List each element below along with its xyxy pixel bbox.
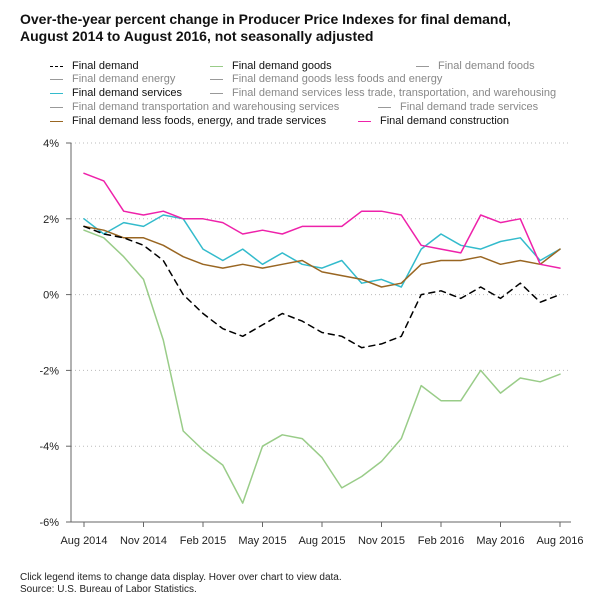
x-tick-label: Aug 2016 (536, 535, 583, 547)
legend-swatch (210, 93, 223, 94)
x-tick-label: May 2015 (238, 535, 286, 547)
legend-swatch (50, 121, 63, 122)
legend-label: Final demand less foods, energy, and tra… (72, 115, 327, 127)
series-line[interactable] (83, 214, 561, 288)
chart-legend: Final demand Final demand goods Final dema… (0, 0, 609, 140)
legend-label: Final demand services (72, 87, 183, 99)
chart-title-line1: Over-the-year percent change in Producer… (20, 11, 511, 27)
y-tick-label: 0% (43, 290, 59, 302)
legend-label: Final demand goods less foods and energy (232, 73, 443, 85)
legend-label: Final demand services less trade, transp… (232, 87, 557, 99)
legend-label: Final demand transportation and warehous… (72, 101, 340, 113)
legend-swatch (50, 93, 63, 94)
y-tick-label: 2% (43, 214, 59, 226)
y-tick-label: -6% (39, 517, 59, 529)
x-tick-label: Aug 2015 (298, 535, 345, 547)
series-line[interactable] (83, 172, 561, 269)
legend-swatch (50, 107, 63, 108)
legend-label: Final demand trade services (400, 101, 539, 113)
x-tick-label: Aug 2014 (60, 535, 107, 547)
legend-label: Final demand foods (438, 60, 535, 72)
series-line[interactable] (83, 229, 561, 504)
x-tick-label: May 2016 (476, 535, 524, 547)
legend-swatch (378, 107, 391, 108)
y-tick-label: -2% (39, 365, 59, 377)
series-line[interactable] (83, 225, 561, 288)
footer-source: Source: U.S. Bureau of Labor Statistics. (20, 584, 197, 595)
legend-swatch (50, 66, 63, 67)
series-line[interactable] (83, 225, 561, 349)
y-tick-label: 4% (43, 138, 59, 150)
legend-label: Final demand (72, 60, 139, 72)
legend-swatch (50, 79, 63, 80)
legend-swatch (416, 66, 429, 67)
legend-label: Final demand goods (232, 60, 332, 72)
legend-label: Final demand construction (380, 115, 510, 127)
y-tick-label: -4% (39, 441, 59, 453)
legend-label: Final demand energy (72, 73, 176, 85)
chart-title: Over-the-year percent change in Producer… (20, 11, 600, 45)
legend-swatch (358, 121, 371, 122)
legend-swatch (210, 79, 223, 80)
x-tick-label: Feb 2015 (180, 535, 226, 547)
x-tick-label: Feb 2016 (418, 535, 464, 547)
chart-title-line2: August 2014 to August 2016, not seasonal… (20, 28, 374, 44)
legend-swatch (210, 66, 223, 67)
x-tick-label: Nov 2014 (120, 535, 167, 547)
x-tick-label: Nov 2015 (358, 535, 405, 547)
footer-instructions: Click legend items to change data displa… (20, 572, 342, 583)
